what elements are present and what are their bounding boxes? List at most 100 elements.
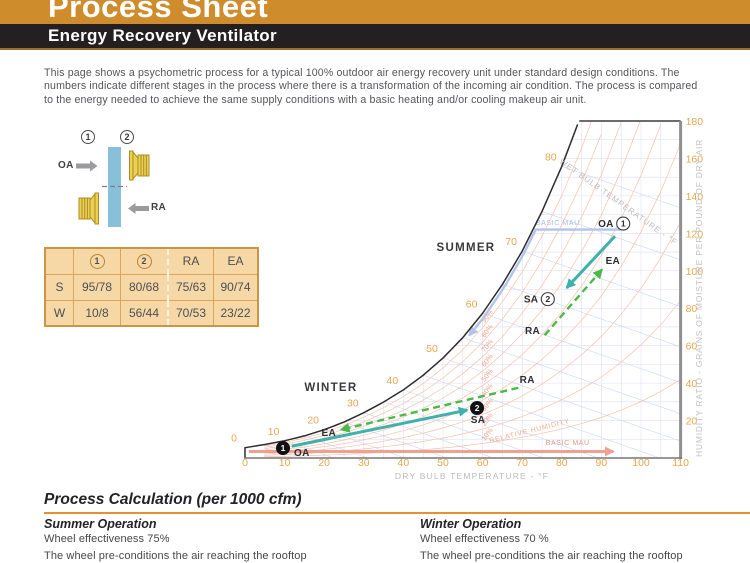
stage-marker-open [616,216,631,231]
x-tick-label: 110 [672,457,689,469]
season-label: WINTER [304,382,357,394]
basic-mau-summer-label: BASIC MAU [536,220,580,227]
y-tick-label: 120 [686,228,704,240]
diagram-ra-label: RA [151,202,167,213]
x-tick-label: 80 [556,457,568,469]
psychrometric-chart: 10%20%30%40%50%60%70%80%90%BASIC MAUBASI… [231,116,704,481]
fan-icon [129,150,150,181]
wheel-supply-arrow [291,406,469,448]
point-label: SA [471,415,486,426]
y-tick-label: 20 [686,416,698,428]
header-bar: Process Sheet [0,0,750,24]
wet-bulb-tick-label: 50 [426,343,438,355]
summer-effectiveness: Wheel effectiveness 75% [44,533,170,545]
diagram-oa-label: OA [58,160,74,171]
y-tick-label: 40 [686,378,698,390]
saturation-curve [244,124,579,458]
x-tick-label: 90 [596,457,608,469]
point-label: RA [525,326,540,337]
row-label: S [44,273,74,301]
point-label: RA [520,375,535,386]
basic-mau-summer-line [468,228,622,337]
y-tick-label: 100 [686,266,704,278]
table-header-stage2: 2 [120,247,169,275]
svg-text:2: 2 [475,403,480,413]
basic-mau-winter-label: BASIC MAU [546,440,590,447]
point-label: EA [322,428,337,439]
y-tick-label: 140 [686,191,704,203]
cell: 56/44 [120,299,169,327]
x-tick-label: 10 [279,457,291,469]
point-label: OA [294,448,310,459]
point-label: EA [606,256,621,267]
header-divider [0,48,750,50]
wet-bulb-tick-label: 80 [545,151,557,163]
stage-marker-filled [470,401,485,416]
table-corner-cell [44,247,74,275]
energy-wheel-diagram [76,147,150,227]
stage-marker-open [540,292,555,307]
table-row-summer: S 95/78 80/68 75/63 90/74 [44,273,259,301]
x-tick-label: 40 [398,457,410,469]
summer-operation-title: Summer Operation [44,517,157,531]
stage-marker-filled [276,441,291,456]
wet-bulb-tick-label: 70 [505,236,517,248]
svg-text:1: 1 [621,219,626,229]
y-tick-label: 180 [686,116,704,128]
wet-bulb-tick-label: 20 [307,415,319,427]
page-title: Process Sheet [48,0,269,24]
svg-text:2: 2 [545,294,550,304]
subtitle-bar: Energy Recovery Ventilator [0,24,750,48]
oa-flow-arrow-icon [76,160,98,172]
wet-bulb-tick-label: 10 [268,426,280,438]
diagram-stage-1-badge: 1 [81,130,95,144]
winter-body: The wheel pre-conditions the air reachin… [420,550,683,562]
cell: 23/22 [213,299,259,327]
cell: 10/8 [73,299,121,327]
fan-icon [78,192,99,225]
point-label: SA [524,295,539,306]
row-label: W [44,299,74,327]
table-header-row: 1 2 RA EA [44,247,259,275]
summer-body: The wheel pre-conditions the air reachin… [44,550,307,562]
wet-bulb-tick-label: 60 [466,298,478,310]
y-axis-title: HUMIDITY RATIO - GRAINS OF MOISTURE PER … [694,139,704,457]
relative-humidity-curves [264,121,681,458]
table-header-ra: RA [167,247,214,275]
point-label: OA [598,219,614,230]
x-tick-label: 50 [437,457,449,469]
calc-underline [44,512,750,514]
circled-2-icon: 2 [136,254,152,270]
x-tick-label: 20 [318,457,330,469]
winter-effectiveness: Wheel effectiveness 70 % [420,533,549,545]
conditions-table: 1 2 RA EA S 95/78 80/68 75/63 90/74 W 10… [44,247,259,327]
wheel-exhaust-arrow [543,268,603,336]
y-tick-label: 80 [686,303,698,315]
wet-bulb-tick-label: 0 [231,433,237,445]
season-label: SUMMER [437,242,496,254]
calc-heading: Process Calculation (per 1000 cfm) [44,491,302,508]
x-tick-label: 60 [477,457,489,469]
wheel-supply-arrow [565,235,617,289]
x-axis-title: DRY BULB TEMPERATURE - °F [395,471,549,481]
y-tick-label: 60 [686,341,698,353]
x-tick-label: 100 [632,457,650,469]
page-subtitle: Energy Recovery Ventilator [48,26,277,45]
table-row-winter: W 10/8 56/44 70/53 23/22 [44,299,259,327]
svg-text:1: 1 [281,443,286,453]
ra-flow-arrow-icon [128,203,149,214]
cell: 70/53 [167,299,214,327]
wet-bulb-tick-label: 30 [347,398,359,410]
grid [245,121,681,458]
table-header-stage1: 1 [73,247,121,275]
circled-1-icon: 1 [89,254,105,270]
x-tick-label: 0 [242,457,248,469]
cell: 80/68 [120,273,169,301]
cell: 75/63 [167,273,214,301]
x-tick-label: 70 [516,457,528,469]
intro-paragraph: This page shows a psychometric process f… [44,66,698,106]
cell: 95/78 [73,273,121,301]
x-tick-label: 30 [358,457,370,469]
wheel-exhaust-arrow [339,386,519,433]
winter-operation-title: Winter Operation [420,517,522,531]
